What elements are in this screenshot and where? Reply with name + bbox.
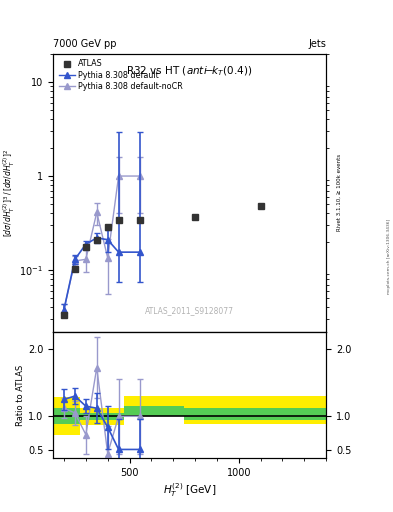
Y-axis label: Rivet 3.1.10, ≥ 100k events: Rivet 3.1.10, ≥ 100k events <box>336 154 342 231</box>
Text: R32 vs HT $(anti\!\!-\!\!k_T(0.4))$: R32 vs HT $(anti\!\!-\!\!k_T(0.4))$ <box>127 65 253 78</box>
Text: 7000 GeV pp: 7000 GeV pp <box>53 38 117 49</box>
Text: Jets: Jets <box>309 38 326 49</box>
Text: ATLAS_2011_S9128077: ATLAS_2011_S9128077 <box>145 306 234 315</box>
Y-axis label: Ratio to ATLAS: Ratio to ATLAS <box>16 365 25 425</box>
Text: mcplots.cern.ch [arXiv:1306.3436]: mcplots.cern.ch [arXiv:1306.3436] <box>387 219 391 293</box>
Legend: ATLAS, Pythia 8.308 default, Pythia 8.308 default-noCR: ATLAS, Pythia 8.308 default, Pythia 8.30… <box>57 58 184 93</box>
Y-axis label: $[d\sigma/dH_T^{(2)}]^3\,/\,[d\sigma/dH_T^{(2)}]^2$: $[d\sigma/dH_T^{(2)}]^3\,/\,[d\sigma/dH_… <box>1 148 17 237</box>
X-axis label: $H_T^{(2)}$ [GeV]: $H_T^{(2)}$ [GeV] <box>163 481 216 499</box>
